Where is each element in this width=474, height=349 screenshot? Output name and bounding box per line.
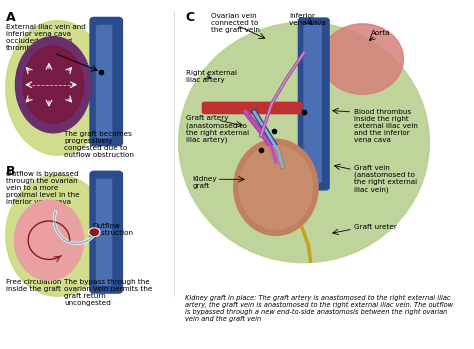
FancyBboxPatch shape (299, 18, 329, 190)
Ellipse shape (16, 37, 91, 133)
FancyBboxPatch shape (97, 25, 112, 138)
Ellipse shape (23, 46, 83, 123)
Text: The graft becomes
progressively
congested due to
outflow obstruction: The graft becomes progressively congeste… (64, 131, 134, 158)
Text: A: A (6, 11, 15, 24)
FancyBboxPatch shape (90, 171, 122, 293)
Ellipse shape (234, 139, 318, 235)
Ellipse shape (6, 174, 109, 296)
Ellipse shape (321, 24, 403, 94)
Text: B: B (6, 165, 15, 178)
Text: C: C (185, 11, 194, 24)
FancyBboxPatch shape (90, 17, 122, 146)
FancyBboxPatch shape (304, 25, 321, 183)
Circle shape (90, 229, 99, 235)
Ellipse shape (239, 146, 313, 229)
Ellipse shape (6, 21, 109, 155)
Text: External iliac vein and
inferior vena cava
occluded by blood
thrombus: External iliac vein and inferior vena ca… (6, 24, 86, 51)
FancyBboxPatch shape (97, 179, 112, 285)
FancyBboxPatch shape (202, 102, 302, 113)
Text: Kidney graft in place: The graft artery is anastomosed to the right external ili: Kidney graft in place: The graft artery … (185, 295, 453, 322)
Text: Right external
iliac artery: Right external iliac artery (186, 70, 237, 83)
Text: Graft vein
(anastomosed to
the right external
iliac vein): Graft vein (anastomosed to the right ext… (354, 165, 417, 193)
Text: Outflow is bypassed
through the ovarian
vein to a more
proximal level in the
inf: Outflow is bypassed through the ovarian … (6, 171, 79, 205)
Text: Blood thrombus
inside the right
external iliac vein
and the inferior
vena cava: Blood thrombus inside the right external… (354, 109, 418, 143)
Ellipse shape (179, 22, 429, 263)
Text: Aorta: Aorta (371, 30, 391, 36)
Text: Ovarian vein
connected to
the graft vein: Ovarian vein connected to the graft vein (211, 13, 260, 32)
Text: Graft artery
(anastomosed to
the right external
iliac artery): Graft artery (anastomosed to the right e… (186, 115, 249, 143)
Text: Inferior
vena cava: Inferior vena cava (289, 13, 326, 25)
Text: Kidney
graft: Kidney graft (192, 176, 217, 189)
Text: Outflow
obstruction: Outflow obstruction (92, 223, 133, 236)
Text: Free circulation
inside the graft: Free circulation inside the graft (6, 279, 61, 292)
Circle shape (89, 228, 100, 236)
Text: The bypass through the
ovarian vein permits the
graft return
uncongested: The bypass through the ovarian vein perm… (64, 279, 153, 306)
Ellipse shape (14, 200, 83, 280)
Text: Graft ureter: Graft ureter (354, 224, 397, 230)
